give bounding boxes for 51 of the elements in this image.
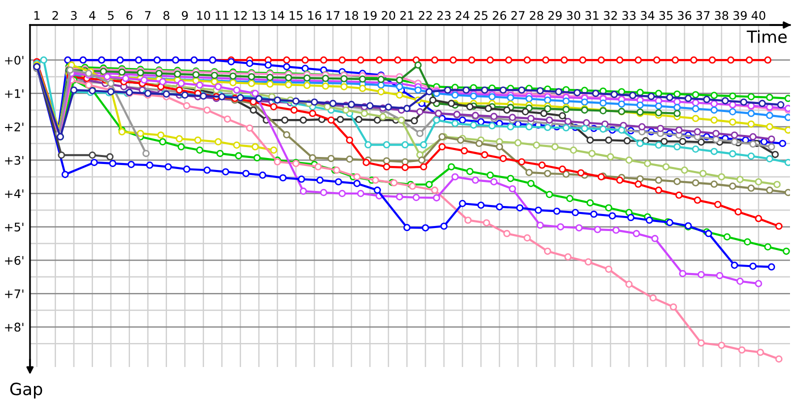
- x-tick-label: 10: [197, 11, 210, 20]
- x-tick-label: 33: [622, 11, 636, 20]
- x-tick-label: 13: [252, 11, 266, 20]
- x-tick-label: 37: [696, 11, 710, 20]
- y-tick-label: +6': [5, 256, 24, 265]
- x-tick-label: 38: [714, 11, 728, 20]
- x-tick-label: 9: [182, 11, 188, 20]
- y-tick-label: +5': [5, 222, 24, 232]
- x-tick-label: 7: [145, 11, 151, 20]
- x-tick-label: 18: [345, 11, 358, 20]
- x-tick-label: 40: [752, 11, 766, 20]
- x-tick-label: 20: [382, 11, 396, 20]
- x-tick-label: 6: [126, 11, 132, 20]
- x-tick-label: 23: [437, 11, 451, 20]
- y-tick-label: +2': [5, 122, 24, 132]
- x-axis-title: Time: [746, 30, 787, 44]
- x-tick-label: 30: [566, 11, 580, 20]
- x-tick-label: 1: [34, 11, 40, 20]
- x-tick-label: 4: [89, 11, 96, 20]
- x-tick-label: 26: [492, 11, 506, 20]
- x-tick-label: 28: [530, 11, 544, 20]
- y-tick-label: +3': [5, 156, 24, 165]
- x-tick-label: 27: [511, 11, 524, 20]
- x-tick-label: 29: [548, 11, 562, 20]
- x-tick-label: 36: [678, 11, 692, 20]
- y-tick-label: +0': [5, 56, 24, 65]
- y-axis-title: Gap: [10, 382, 42, 399]
- x-tick-label: 15: [290, 11, 302, 20]
- x-tick-label: 32: [604, 11, 617, 20]
- x-tick-label: 21: [400, 11, 414, 20]
- x-tick-label: 8: [163, 11, 170, 20]
- x-tick-label: 14: [271, 11, 284, 20]
- x-tick-label: 24: [456, 11, 470, 20]
- x-tick-label: 11: [216, 11, 228, 20]
- x-tick-label: 17: [326, 11, 340, 20]
- y-tick-label: +4': [5, 189, 24, 198]
- x-tick-label: 5: [108, 11, 114, 20]
- x-tick-label: 2: [52, 11, 58, 20]
- x-tick-label: 39: [733, 11, 747, 20]
- x-tick-label: 16: [308, 11, 322, 20]
- x-tick-label: 25: [474, 11, 488, 20]
- x-tick-label: 35: [659, 11, 672, 20]
- y-tick-label: +7': [5, 289, 24, 298]
- x-tick-label: 22: [418, 11, 432, 20]
- x-tick-label: 34: [640, 11, 654, 20]
- x-tick-label: 31: [585, 11, 598, 20]
- x-tick-label: 3: [71, 11, 77, 20]
- y-tick-label: +1': [5, 89, 24, 98]
- y-tick-label: +8': [5, 322, 24, 332]
- x-tick-label: 19: [364, 11, 377, 20]
- x-tick-label: 12: [234, 11, 247, 20]
